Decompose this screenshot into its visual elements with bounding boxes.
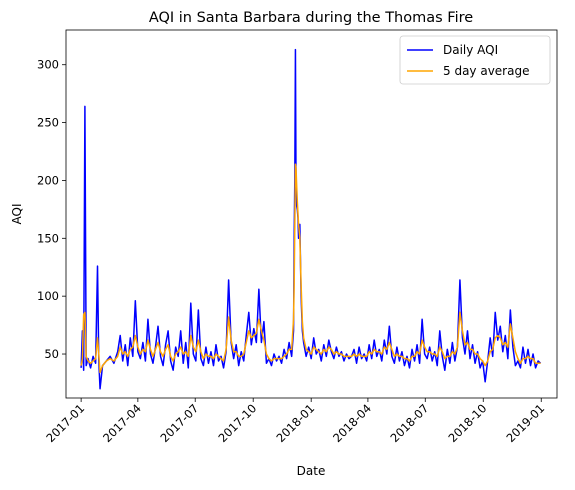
- x-tick-label: 2017-10: [215, 401, 259, 445]
- y-tick-label: 150: [37, 231, 59, 245]
- x-tick-label: 2018-07: [388, 401, 432, 445]
- x-tick-label: 2017-07: [157, 401, 201, 445]
- y-tick-label: 300: [37, 58, 59, 72]
- y-axis-label: AQI: [10, 204, 24, 225]
- x-tick-label: 2017-04: [100, 401, 144, 445]
- y-tick-label: 50: [44, 347, 59, 361]
- series-line-five-day-average: [80, 163, 541, 374]
- y-axis: 50 100 150 200 250 300: [37, 58, 66, 361]
- x-tick-label: 2018-10: [445, 401, 489, 445]
- series-line-daily-aqi: [80, 48, 542, 390]
- x-tick-label: 2018-04: [330, 401, 374, 445]
- y-tick-label: 100: [37, 289, 59, 303]
- x-axis: 2017-01 2017-04 2017-07 2017-10 2018-01 2018-…: [43, 398, 547, 445]
- chart-title: AQI in Santa Barbara during the Thomas F…: [149, 10, 473, 26]
- plot-frame: [65, 29, 558, 399]
- x-tick-label: 2019-01: [503, 401, 547, 445]
- legend-entry-label: Daily AQI: [443, 43, 498, 57]
- plot-area: [80, 48, 542, 390]
- x-axis-label: Date: [297, 464, 326, 478]
- y-tick-label: 200: [37, 173, 59, 187]
- x-tick-label: 2018-01: [273, 401, 317, 445]
- legend-box: [399, 35, 551, 85]
- legend-entry-label: 5 day average: [443, 64, 529, 78]
- legend: Daily AQI 5 day average: [399, 35, 551, 85]
- y-tick-label: 250: [37, 116, 59, 130]
- x-tick-label: 2017-01: [43, 401, 87, 445]
